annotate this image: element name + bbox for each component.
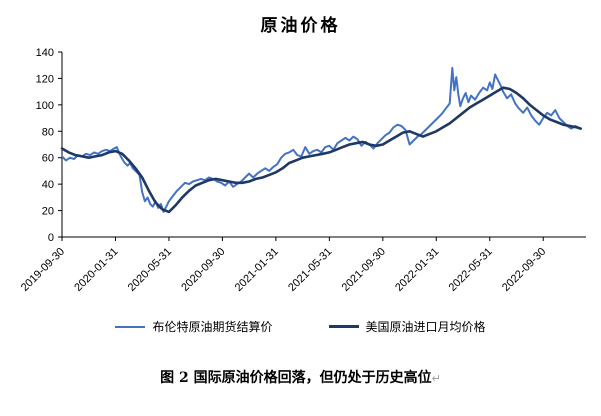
y-axis-tick-label: 140 (36, 47, 54, 59)
y-axis-tick-label: 40 (42, 179, 54, 191)
x-axis-tick-label: 2021-05-31 (286, 246, 334, 294)
series-line-0 (61, 66, 582, 213)
x-axis-tick-label: 2022-01-31 (393, 246, 441, 294)
figure-caption: 图 2 国际原油价格回落，但仍处于历史高位↵ (0, 367, 601, 387)
figure-caption-text: 图 2 国际原油价格回落，但仍处于历史高位 (160, 370, 432, 386)
legend-label-us-import: 美国原油进口月均价格 (365, 320, 486, 334)
chart-legend: 布伦特原油期货结算价 美国原油进口月均价格 (0, 318, 601, 335)
x-axis-tick-label: 2022-05-31 (447, 246, 495, 294)
x-axis-tick-label: 2020-09-30 (179, 246, 227, 294)
y-axis-tick-label: 0 (48, 232, 54, 244)
x-axis-tick-label: 2021-09-30 (340, 246, 388, 294)
y-axis-tick-label: 80 (42, 126, 54, 138)
x-axis-tick-label: 2022-09-30 (500, 246, 548, 294)
x-axis-tick-label: 2020-01-31 (72, 246, 120, 294)
legend-item-us-import: 美国原油进口月均价格 (328, 318, 486, 335)
y-axis-tick-label: 120 (36, 73, 54, 85)
chart-title: 原油价格 (260, 16, 341, 36)
brent-line-swatch (115, 325, 146, 328)
series-line-1 (60, 86, 583, 214)
us-import-line-swatch (328, 325, 359, 328)
legend-item-brent: 布伦特原油期货结算价 (115, 318, 273, 335)
x-axis-tick-label: 2019-09-30 (19, 246, 67, 294)
y-axis-tick-label: 60 (42, 153, 54, 165)
x-axis-tick-label: 2020-05-31 (126, 246, 174, 294)
y-axis-tick-label: 100 (36, 100, 54, 112)
legend-label-brent: 布伦特原油期货结算价 (152, 320, 273, 334)
x-axis-tick-label: 2021-01-31 (233, 246, 281, 294)
paragraph-return-mark: ↵ (431, 372, 441, 385)
y-axis-tick-label: 20 (42, 206, 54, 218)
